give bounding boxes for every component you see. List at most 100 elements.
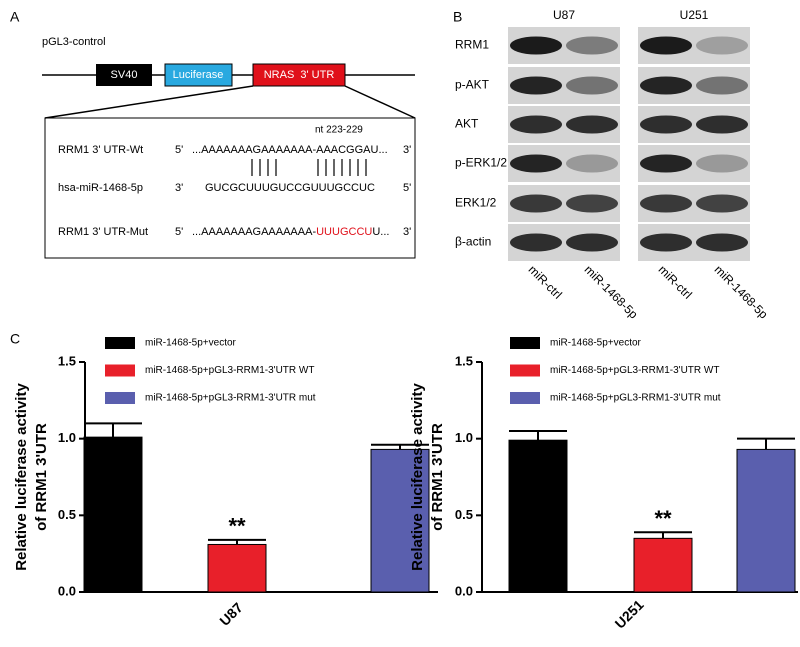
sv40-box <box>96 64 152 86</box>
legend-swatch <box>510 364 540 377</box>
y-axis-label: of RRM1 3'UTR <box>429 423 446 531</box>
bar <box>83 436 143 593</box>
y-tick-label: 1.0 <box>58 430 76 445</box>
band <box>640 194 692 213</box>
sequence-part: ...AAAAAAAGAAAAAAA-AAACGGAU... <box>192 144 388 156</box>
western-blot: U87 miR-ctrl miR-1468-5p U251 miR-ctrl miR-14… <box>455 8 771 321</box>
panel-label: B <box>453 9 462 25</box>
protein-label: p-AKT <box>455 78 490 92</box>
x-tick-label: U251 <box>612 596 647 631</box>
protein-label: RRM1 <box>455 38 489 52</box>
error-bar <box>737 437 795 450</box>
annotation: nt 223-229 <box>315 125 363 136</box>
strand-end: 5' <box>403 182 411 194</box>
sequence-part: GUCGCUUUGUCCGUUUGCCUC <box>205 182 375 194</box>
element-label: SV40 <box>111 69 138 81</box>
band <box>566 194 618 213</box>
y-tick-label: 1.0 <box>455 430 473 445</box>
y-axis-label: Relative luciferase activity <box>409 383 426 571</box>
error-bar <box>84 422 142 438</box>
error-bar <box>208 538 266 545</box>
y-tick-label: 1.5 <box>455 353 473 368</box>
utr-box <box>252 63 346 87</box>
lane-label: miR-ctrl <box>656 262 695 301</box>
cell-line-label: U251 <box>680 8 709 22</box>
band <box>566 36 618 55</box>
construct-title: pGL3-control <box>42 36 106 48</box>
protein-label: AKT <box>455 117 479 131</box>
legend-label: miR-1468-5p+pGL3-RRM1-3'UTR WT <box>145 365 314 376</box>
bar <box>633 537 693 593</box>
sequence-part: U... <box>372 226 389 238</box>
row-name: hsa-miR-1468-5p <box>58 182 143 194</box>
sequence: ...AAAAAAAGAAAAAAA-AAACGGAU... <box>192 144 388 156</box>
band <box>696 194 748 213</box>
legend-swatch <box>105 392 135 404</box>
lane-label: miR-1468-5p <box>712 262 771 321</box>
error-bar <box>509 430 567 441</box>
band <box>696 115 748 134</box>
bar <box>370 448 430 593</box>
strand-end: 3' <box>403 226 411 238</box>
y-tick-label: 1.5 <box>58 353 76 368</box>
legend-label: miR-1468-5p+pGL3-RRM1-3'UTR WT <box>550 365 719 376</box>
band <box>566 115 618 134</box>
band <box>566 76 618 95</box>
band <box>566 154 618 173</box>
significance-label: ** <box>228 514 246 539</box>
lane-label: miR-1468-5p <box>582 262 641 321</box>
legend-swatch <box>105 337 135 349</box>
legend-label: miR-1468-5p+vector <box>145 338 237 349</box>
y-tick-label: 0.5 <box>58 507 76 522</box>
panel-label: A <box>10 9 20 25</box>
luciferase-box <box>164 63 233 87</box>
legend-swatch <box>105 364 135 377</box>
strand-end: 5' <box>175 144 183 156</box>
band <box>510 36 562 55</box>
bar <box>736 448 796 593</box>
y-tick-label: 0.0 <box>455 583 473 598</box>
band <box>510 76 562 95</box>
sequence-part: UUUGCCU <box>316 226 372 238</box>
y-tick-label: 0.0 <box>58 583 76 598</box>
alignment-box <box>44 117 416 259</box>
zoom-line <box>344 85 416 119</box>
legend-swatch <box>510 392 540 404</box>
band <box>696 36 748 55</box>
element-label: Luciferase <box>173 69 224 81</box>
strand-end: 3' <box>403 144 411 156</box>
band <box>640 36 692 55</box>
sequence: GUCGCUUUGUCCGUUUGCCUC <box>205 182 375 194</box>
band <box>640 115 692 134</box>
band <box>696 233 748 252</box>
strand-end: 3' <box>175 182 183 194</box>
band <box>510 115 562 134</box>
x-tick-label: U87 <box>216 599 246 629</box>
band <box>510 233 562 252</box>
band <box>640 76 692 95</box>
lane-label: miR-ctrl <box>526 262 565 301</box>
legend-label: miR-1468-5p+pGL3-RRM1-3'UTR mut <box>550 393 721 404</box>
row-name: RRM1 3' UTR-Wt <box>58 144 143 156</box>
zoom-line <box>44 85 254 119</box>
protein-label: p-ERK1/2 <box>455 156 507 170</box>
bar <box>508 439 568 593</box>
band <box>566 233 618 252</box>
sequence-part: ...AAAAAAAGAAAAAAA- <box>192 226 316 238</box>
strand-end: 5' <box>175 226 183 238</box>
band <box>510 154 562 173</box>
band <box>640 154 692 173</box>
alignment: RRM1 3' UTR-Wt 5' ...AAAAAAAGAAAAAAA-AAACG… <box>58 144 411 238</box>
y-tick-label: 0.5 <box>455 507 473 522</box>
band <box>640 233 692 252</box>
error-bar <box>634 531 692 539</box>
bar <box>207 543 267 593</box>
pairing-lines <box>251 159 367 176</box>
legend-swatch <box>510 337 540 349</box>
band <box>696 154 748 173</box>
error-bar <box>371 443 429 450</box>
significance-label: ** <box>654 506 672 531</box>
band <box>696 76 748 95</box>
y-axis-label: of RRM1 3'UTR <box>33 423 50 531</box>
